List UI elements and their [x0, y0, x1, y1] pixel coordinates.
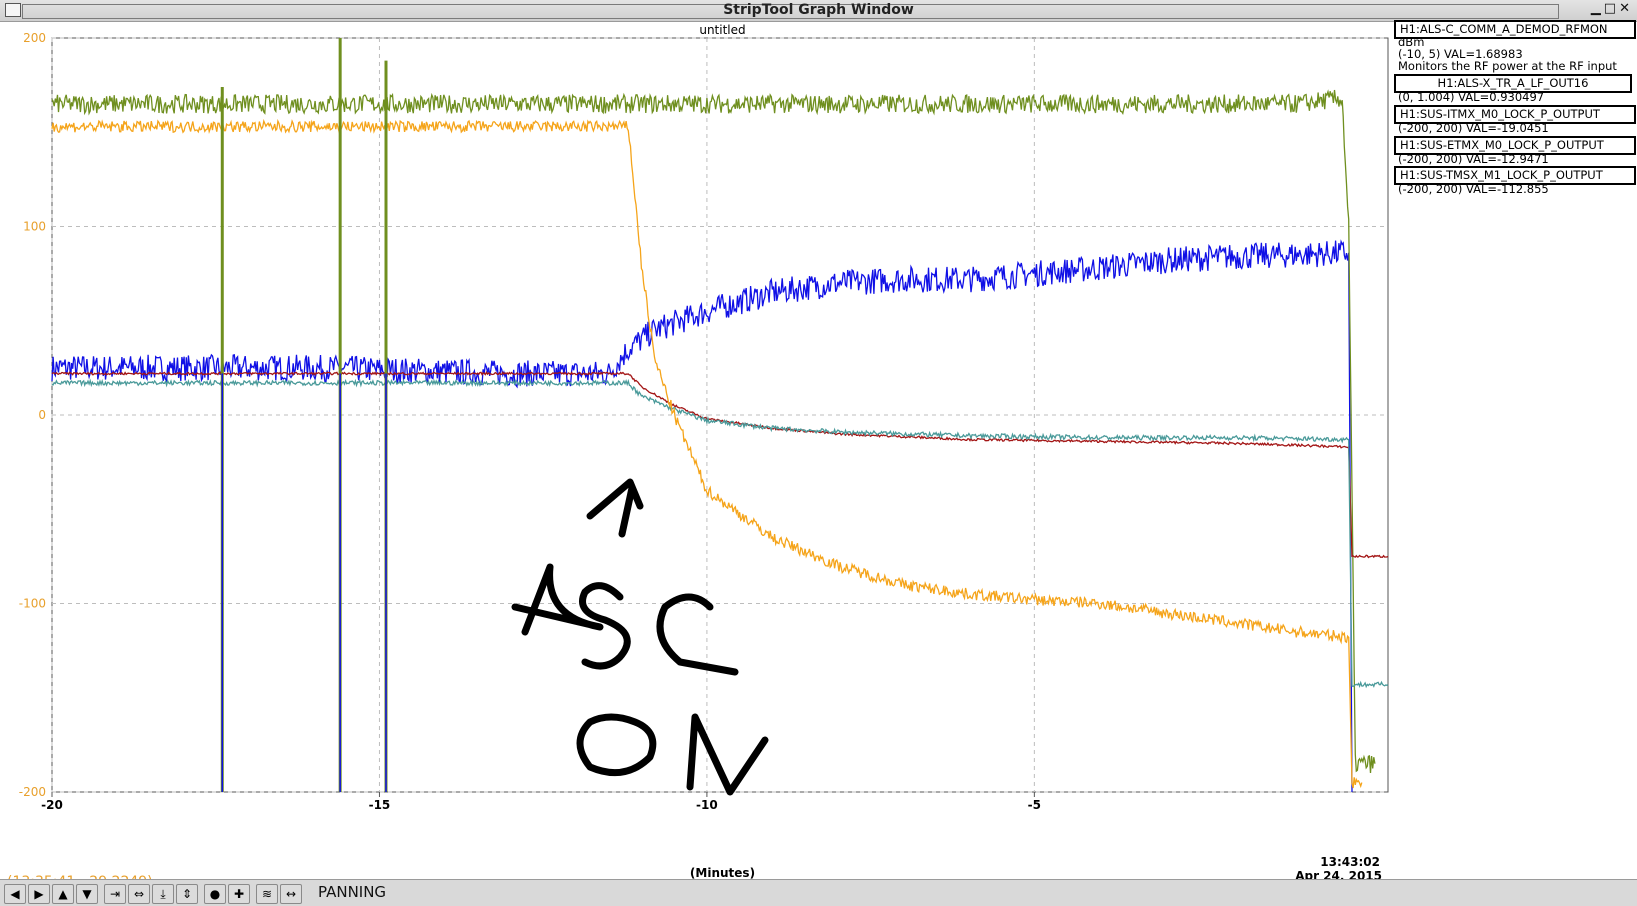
mode-icon[interactable]: ↔	[280, 884, 302, 904]
legend-etmx-range: (-200, 200) VAL=-12.9471	[1398, 152, 1549, 166]
window-controls[interactable]: ▁□✕	[1591, 1, 1633, 16]
window-title: StripTool Graph Window	[723, 2, 914, 18]
grid-lines	[51, 37, 1389, 793]
arrow-head	[586, 478, 644, 520]
plot-title: untitled	[699, 23, 746, 37]
crosshair-icon[interactable]: ✚	[228, 884, 250, 904]
graph-area[interactable]: 200 100 0 -100 -200 -20 -15 -10 -5 ASC ON untitl…	[0, 20, 1637, 890]
legend-rfmon-range: (-10, 5) VAL=1.68983	[1398, 47, 1523, 61]
legend-rfmon-desc: Monitors the RF power at the RF input	[1398, 59, 1617, 73]
reset-icon[interactable]: ●	[204, 884, 226, 904]
legend-x-tr-range: (0, 1.004) VAL=0.930497	[1398, 90, 1545, 104]
maximize-icon[interactable]: □	[1603, 1, 1620, 16]
window-menu-icon[interactable]	[5, 3, 21, 17]
zoom-x-out-icon[interactable]: ⇔	[128, 884, 150, 904]
minimize-icon[interactable]: ▁	[1590, 1, 1604, 16]
letter-a	[511, 563, 604, 636]
legend-item-etmx[interactable]: H1:SUS-ETMX_M0_LOCK_P_OUTPUT	[1394, 136, 1636, 155]
x-tick-label: -10	[696, 798, 718, 812]
letter-n	[686, 713, 769, 796]
zoom-x-in-icon[interactable]: ⇥	[104, 884, 126, 904]
time-stamp: 13:43:02	[1320, 855, 1380, 869]
autoscale-icon[interactable]: ≋	[256, 884, 278, 904]
legend-item-tmsx[interactable]: H1:SUS-TMSX_M1_LOCK_P_OUTPUT	[1394, 166, 1636, 185]
letter-s	[579, 582, 631, 670]
series-line-2	[51, 371, 1389, 559]
legend-item-itmx[interactable]: H1:SUS-ITMX_M0_LOCK_P_OUTPUT	[1394, 105, 1636, 124]
legend-item-x-tr[interactable]: H1:ALS-X_TR_A_LF_OUT16	[1394, 74, 1632, 93]
series-line-3	[51, 378, 1389, 689]
y-tick-label: -200	[19, 785, 46, 799]
y-tick-label: -100	[19, 597, 46, 611]
series-line-4	[51, 118, 1363, 789]
x-tick-label: -20	[41, 798, 63, 812]
y-tick-label: 0	[38, 408, 46, 422]
letter-o	[576, 713, 657, 777]
legend-tmsx-range: (-200, 200) VAL=-112.855	[1398, 182, 1549, 196]
series-lines	[51, 38, 1389, 793]
pan-down-icon[interactable]: ▼	[76, 884, 98, 904]
y-tick-label: 200	[23, 31, 46, 45]
legend-item-rfmon[interactable]: H1:ALS-C_COMM_A_DEMOD_RFMON	[1394, 20, 1636, 39]
arrow-shaft	[618, 484, 636, 538]
series-line-0	[51, 239, 1353, 793]
pan-up-icon[interactable]: ▲	[52, 884, 74, 904]
mode-label: PANNING	[318, 883, 387, 901]
window-titlebar[interactable]: StripTool Graph Window ▁□✕	[0, 0, 1637, 22]
x-tick-label: -5	[1028, 798, 1041, 812]
zoom-y-out-icon[interactable]: ⇕	[176, 884, 198, 904]
close-icon[interactable]: ✕	[1619, 1, 1633, 16]
pan-left-icon[interactable]: ◀	[4, 884, 26, 904]
legend-itmx-range: (-200, 200) VAL=-19.0451	[1398, 121, 1549, 135]
letter-c	[656, 593, 739, 676]
legend-rfmon-unit: dBm	[1398, 35, 1425, 49]
zoom-y-in-icon[interactable]: ⤓	[152, 884, 174, 904]
y-axis-ticks: 200 100 0 -100 -200	[19, 31, 46, 799]
series-line-1	[51, 89, 1376, 774]
titlebar-frame	[22, 4, 1559, 19]
toolbar: ◀ ▶ ▲ ▼ ⇥ ⇔ ⤓ ⇕ ● ✚ ≋ ↔ PANNING	[0, 879, 1637, 906]
y-tick-label: 100	[23, 220, 46, 234]
pan-right-icon[interactable]: ▶	[28, 884, 50, 904]
x-tick-label: -15	[369, 798, 391, 812]
x-axis-unit: (Minutes)	[689, 866, 756, 880]
x-axis-ticks: -20 -15 -10 -5	[41, 792, 1041, 812]
